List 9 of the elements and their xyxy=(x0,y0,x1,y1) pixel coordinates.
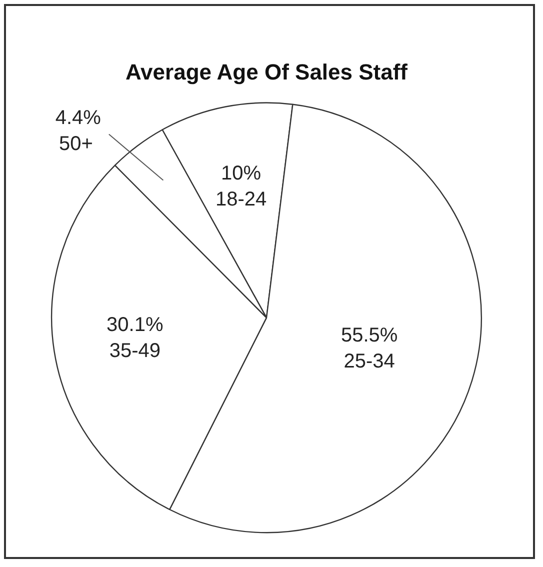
data-label: 30.1% xyxy=(106,314,164,336)
data-label: 4.4% xyxy=(55,106,102,129)
data-label: 55.5% xyxy=(340,324,398,346)
slice-label: 50+ xyxy=(58,132,93,155)
slice-label: 35-49 xyxy=(109,340,160,362)
slice-label: 25-34 xyxy=(344,350,395,372)
data-label: 10% xyxy=(221,162,262,184)
chart-title: Average Age Of Sales Staff xyxy=(125,59,408,84)
slice-label: 18-24 xyxy=(216,188,267,210)
